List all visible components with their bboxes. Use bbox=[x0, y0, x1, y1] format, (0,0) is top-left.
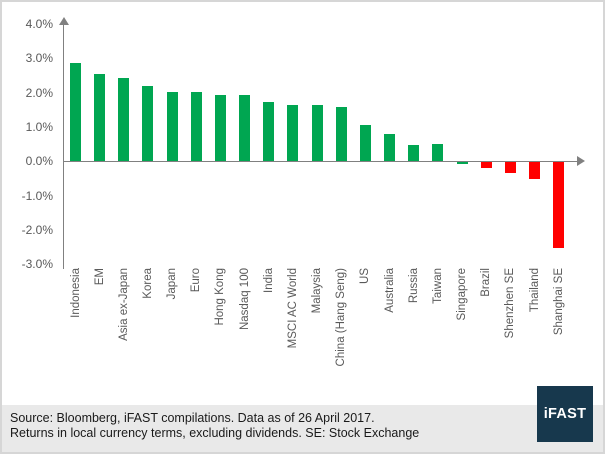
category-label: US bbox=[359, 268, 372, 284]
category-label: Taiwan bbox=[431, 268, 444, 304]
footer-band: Source: Bloomberg, iFAST compilations. D… bbox=[2, 405, 603, 452]
ifast-logo-text: iFAST bbox=[543, 406, 587, 422]
bar bbox=[142, 85, 154, 162]
category-label: EM bbox=[93, 268, 106, 286]
bar bbox=[504, 162, 516, 173]
category-label: Indonesia bbox=[69, 268, 82, 318]
y-tick-label: 2.0% bbox=[25, 85, 53, 100]
category-label: India bbox=[262, 268, 275, 293]
bar bbox=[239, 94, 251, 162]
bar bbox=[408, 145, 420, 162]
bar bbox=[166, 92, 178, 162]
footer-notes-line: Returns in local currency terms, excludi… bbox=[10, 426, 420, 440]
category-label: Russia bbox=[407, 268, 420, 304]
y-tick-label: 1.0% bbox=[25, 119, 53, 134]
category-label: Thailand bbox=[528, 268, 541, 313]
category-label: Korea bbox=[141, 268, 154, 299]
category-label: China (Hang Seng) bbox=[335, 268, 348, 367]
bar bbox=[384, 133, 396, 162]
category-label: Euro bbox=[190, 268, 203, 293]
bar bbox=[456, 162, 468, 165]
bar bbox=[529, 162, 541, 179]
y-axis-arrow-icon bbox=[58, 17, 69, 25]
y-tick-label: -3.0% bbox=[21, 257, 53, 272]
x-axis-arrow-icon bbox=[577, 156, 585, 167]
bar bbox=[553, 162, 565, 249]
bar bbox=[335, 106, 347, 162]
category-label: Japan bbox=[166, 268, 179, 300]
bar bbox=[432, 144, 444, 162]
bar bbox=[359, 124, 371, 162]
footer-text: Source: Bloomberg, iFAST compilations. D… bbox=[10, 411, 419, 441]
category-label: Asia ex-Japan bbox=[117, 268, 130, 341]
y-axis-line bbox=[63, 25, 64, 269]
y-tick-label: -2.0% bbox=[21, 222, 53, 237]
bar bbox=[190, 92, 202, 162]
bar bbox=[118, 78, 130, 162]
footer-source-line: Source: Bloomberg, iFAST compilations. D… bbox=[10, 411, 375, 425]
category-label: Australia bbox=[383, 268, 396, 313]
bar bbox=[311, 104, 323, 162]
bar bbox=[214, 95, 226, 162]
bar bbox=[480, 162, 492, 169]
bar bbox=[287, 104, 299, 162]
category-label: Hong Kong bbox=[214, 268, 227, 326]
bar-chart: 4.0% 3.0% 2.0% 1.0% 0.0% -1.0% -2.0% -3.0% Indo… bbox=[2, 2, 603, 402]
bar bbox=[94, 74, 106, 162]
y-tick-label: 3.0% bbox=[25, 51, 53, 66]
y-tick-label: -1.0% bbox=[21, 188, 53, 203]
ifast-logo: iFAST bbox=[537, 386, 593, 442]
bar bbox=[70, 63, 81, 162]
category-label: Shanghai SE bbox=[552, 268, 565, 336]
y-tick-label: 0.0% bbox=[25, 154, 53, 169]
category-label: Malaysia bbox=[311, 268, 324, 314]
category-label: MSCI AC World bbox=[286, 268, 299, 349]
category-label: Shenzhen SE bbox=[504, 268, 517, 339]
x-axis-line bbox=[63, 160, 578, 163]
category-label: Nasdaq 100 bbox=[238, 268, 251, 331]
category-label: Brazil bbox=[480, 268, 493, 297]
bar bbox=[263, 101, 275, 162]
y-tick-label: 4.0% bbox=[25, 17, 53, 31]
category-label: Singapore bbox=[456, 268, 469, 321]
